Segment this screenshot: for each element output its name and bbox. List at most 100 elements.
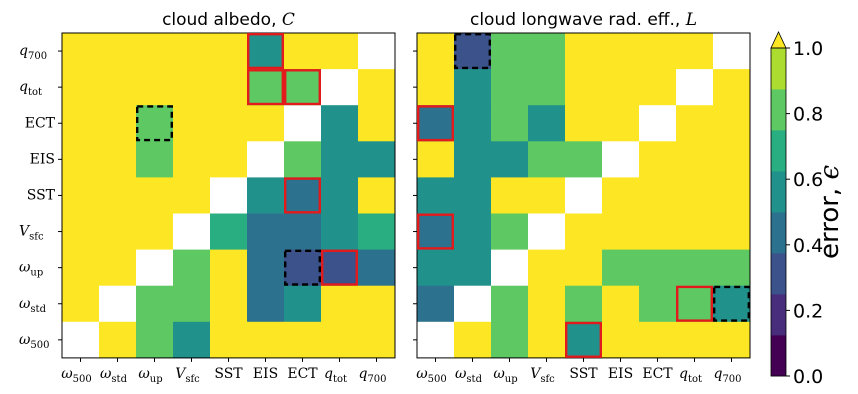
colorbar-tick-label: 0.0 <box>793 366 823 388</box>
colorbar-label: error, ϵ <box>815 165 845 259</box>
x-tick-label: ωup <box>493 366 517 385</box>
heatmap-cell <box>284 213 322 250</box>
heatmap-cell <box>210 177 248 214</box>
heatmap-cell <box>210 213 248 250</box>
heatmap-cell <box>99 69 137 106</box>
heatmap-cell <box>676 177 714 214</box>
heatmap-cell <box>173 177 211 214</box>
heatmap-cell <box>321 69 359 106</box>
heatmap-cell <box>417 33 455 70</box>
heatmap-cell <box>358 321 396 359</box>
colorbar-segment <box>771 130 786 172</box>
colorbar-tick-label: 0.2 <box>793 300 823 322</box>
colorbar-segment <box>771 253 786 295</box>
highlight-solid-box <box>246 33 284 70</box>
y-tick-label: EIS <box>30 151 55 167</box>
heatmap-cell <box>676 321 714 359</box>
highlight-solid-box <box>284 69 322 106</box>
heatmap-cell <box>284 141 322 178</box>
heatmap-cell <box>62 285 100 323</box>
heatmap-cell <box>99 141 137 178</box>
heatmap-cell <box>602 213 640 250</box>
heatmap-cell <box>639 141 677 178</box>
heatmap-cell <box>247 105 285 142</box>
heatmap-cell <box>528 213 566 250</box>
highlight-solid-box <box>321 249 359 286</box>
heatmap-cell <box>284 177 322 214</box>
heatmap-cell <box>247 177 285 214</box>
heatmap-cell <box>321 177 359 214</box>
x-tick-label: Vsfc <box>530 366 555 385</box>
heatmap-cell <box>321 285 359 323</box>
heatmap-cell <box>713 249 751 287</box>
heatmap-cell <box>247 249 285 287</box>
heatmap-cell <box>62 141 100 178</box>
heatmap-cell <box>321 105 359 142</box>
x-tick-label: qtot <box>324 366 347 385</box>
heatmap-cell <box>62 321 100 359</box>
heatmap-cell <box>284 69 322 106</box>
x-tick-label: ω500 <box>61 366 92 385</box>
heatmap-cell <box>210 285 248 323</box>
heatmap-cell <box>417 213 455 250</box>
heatmap-cell <box>454 105 492 142</box>
x-tick-label: ωup <box>138 366 162 385</box>
heatmap-cell <box>321 321 359 359</box>
heatmap-cell <box>358 33 396 70</box>
heatmap-cell <box>713 105 751 142</box>
chart-title: cloud longwave rad. eff., L <box>470 10 697 30</box>
y-tick-label: ECT <box>25 115 56 131</box>
heatmap-cell <box>99 213 137 250</box>
heatmap-cell <box>321 249 359 287</box>
heatmap-cell <box>247 141 285 178</box>
colorbar-tick-label: 0.8 <box>793 104 823 126</box>
heatmap-cell <box>62 33 100 70</box>
x-tick-label: ωstd <box>100 366 128 385</box>
heatmap-cell <box>136 213 174 250</box>
x-tick-label: q700 <box>358 366 386 385</box>
heatmap-cell <box>210 33 248 70</box>
colorbar-segment <box>771 335 786 377</box>
heatmap-cell <box>99 285 137 323</box>
heatmap-cell <box>713 213 751 250</box>
heatmap-cell <box>565 249 603 287</box>
y-tick-label: qtot <box>19 79 42 98</box>
heatmap-cell <box>284 321 322 359</box>
heatmap-cell <box>491 177 529 214</box>
heatmap-cell <box>173 321 211 359</box>
heatmap-cell <box>639 33 677 70</box>
heatmap-cell <box>602 105 640 142</box>
heatmap-cell <box>454 285 492 323</box>
heatmap-cell <box>136 321 174 359</box>
heatmap-cell <box>713 285 751 323</box>
heatmap-cell <box>173 213 211 250</box>
highlight-solid-box <box>284 177 322 214</box>
heatmap-cell <box>454 213 492 250</box>
colorbar-segment <box>771 171 786 213</box>
x-tick-label: ωstd <box>455 366 483 385</box>
y-tick-label: ω500 <box>19 332 50 351</box>
y-tick-label: q700 <box>19 43 47 62</box>
heatmap-cell <box>417 69 455 106</box>
heatmap-cell <box>358 285 396 323</box>
panel-cloud-longwave: cloud longwave rad. eff., L ω500 ωstd ωup Vs… <box>413 10 751 385</box>
x-tick-label: Vsfc <box>175 366 200 385</box>
heatmap-cell <box>676 285 714 323</box>
heatmap-cell <box>565 33 603 70</box>
heatmap-cell <box>136 249 174 287</box>
heatmap-cell <box>62 177 100 214</box>
highlight-solid-box <box>417 105 455 142</box>
heatmap-cell <box>417 285 455 323</box>
heatmap-cell <box>417 321 455 359</box>
x-tick-label: qtot <box>679 366 702 385</box>
heatmap-cell <box>136 177 174 214</box>
heatmap-cell <box>358 105 396 142</box>
x-tick-label: ω500 <box>416 366 447 385</box>
heatmap-cell <box>454 249 492 287</box>
colorbar-segment <box>771 294 786 336</box>
heatmap-cell <box>284 105 322 142</box>
heatmap-cell <box>602 141 640 178</box>
x-tick-label: SST <box>214 366 243 382</box>
heatmap-cell <box>528 69 566 106</box>
